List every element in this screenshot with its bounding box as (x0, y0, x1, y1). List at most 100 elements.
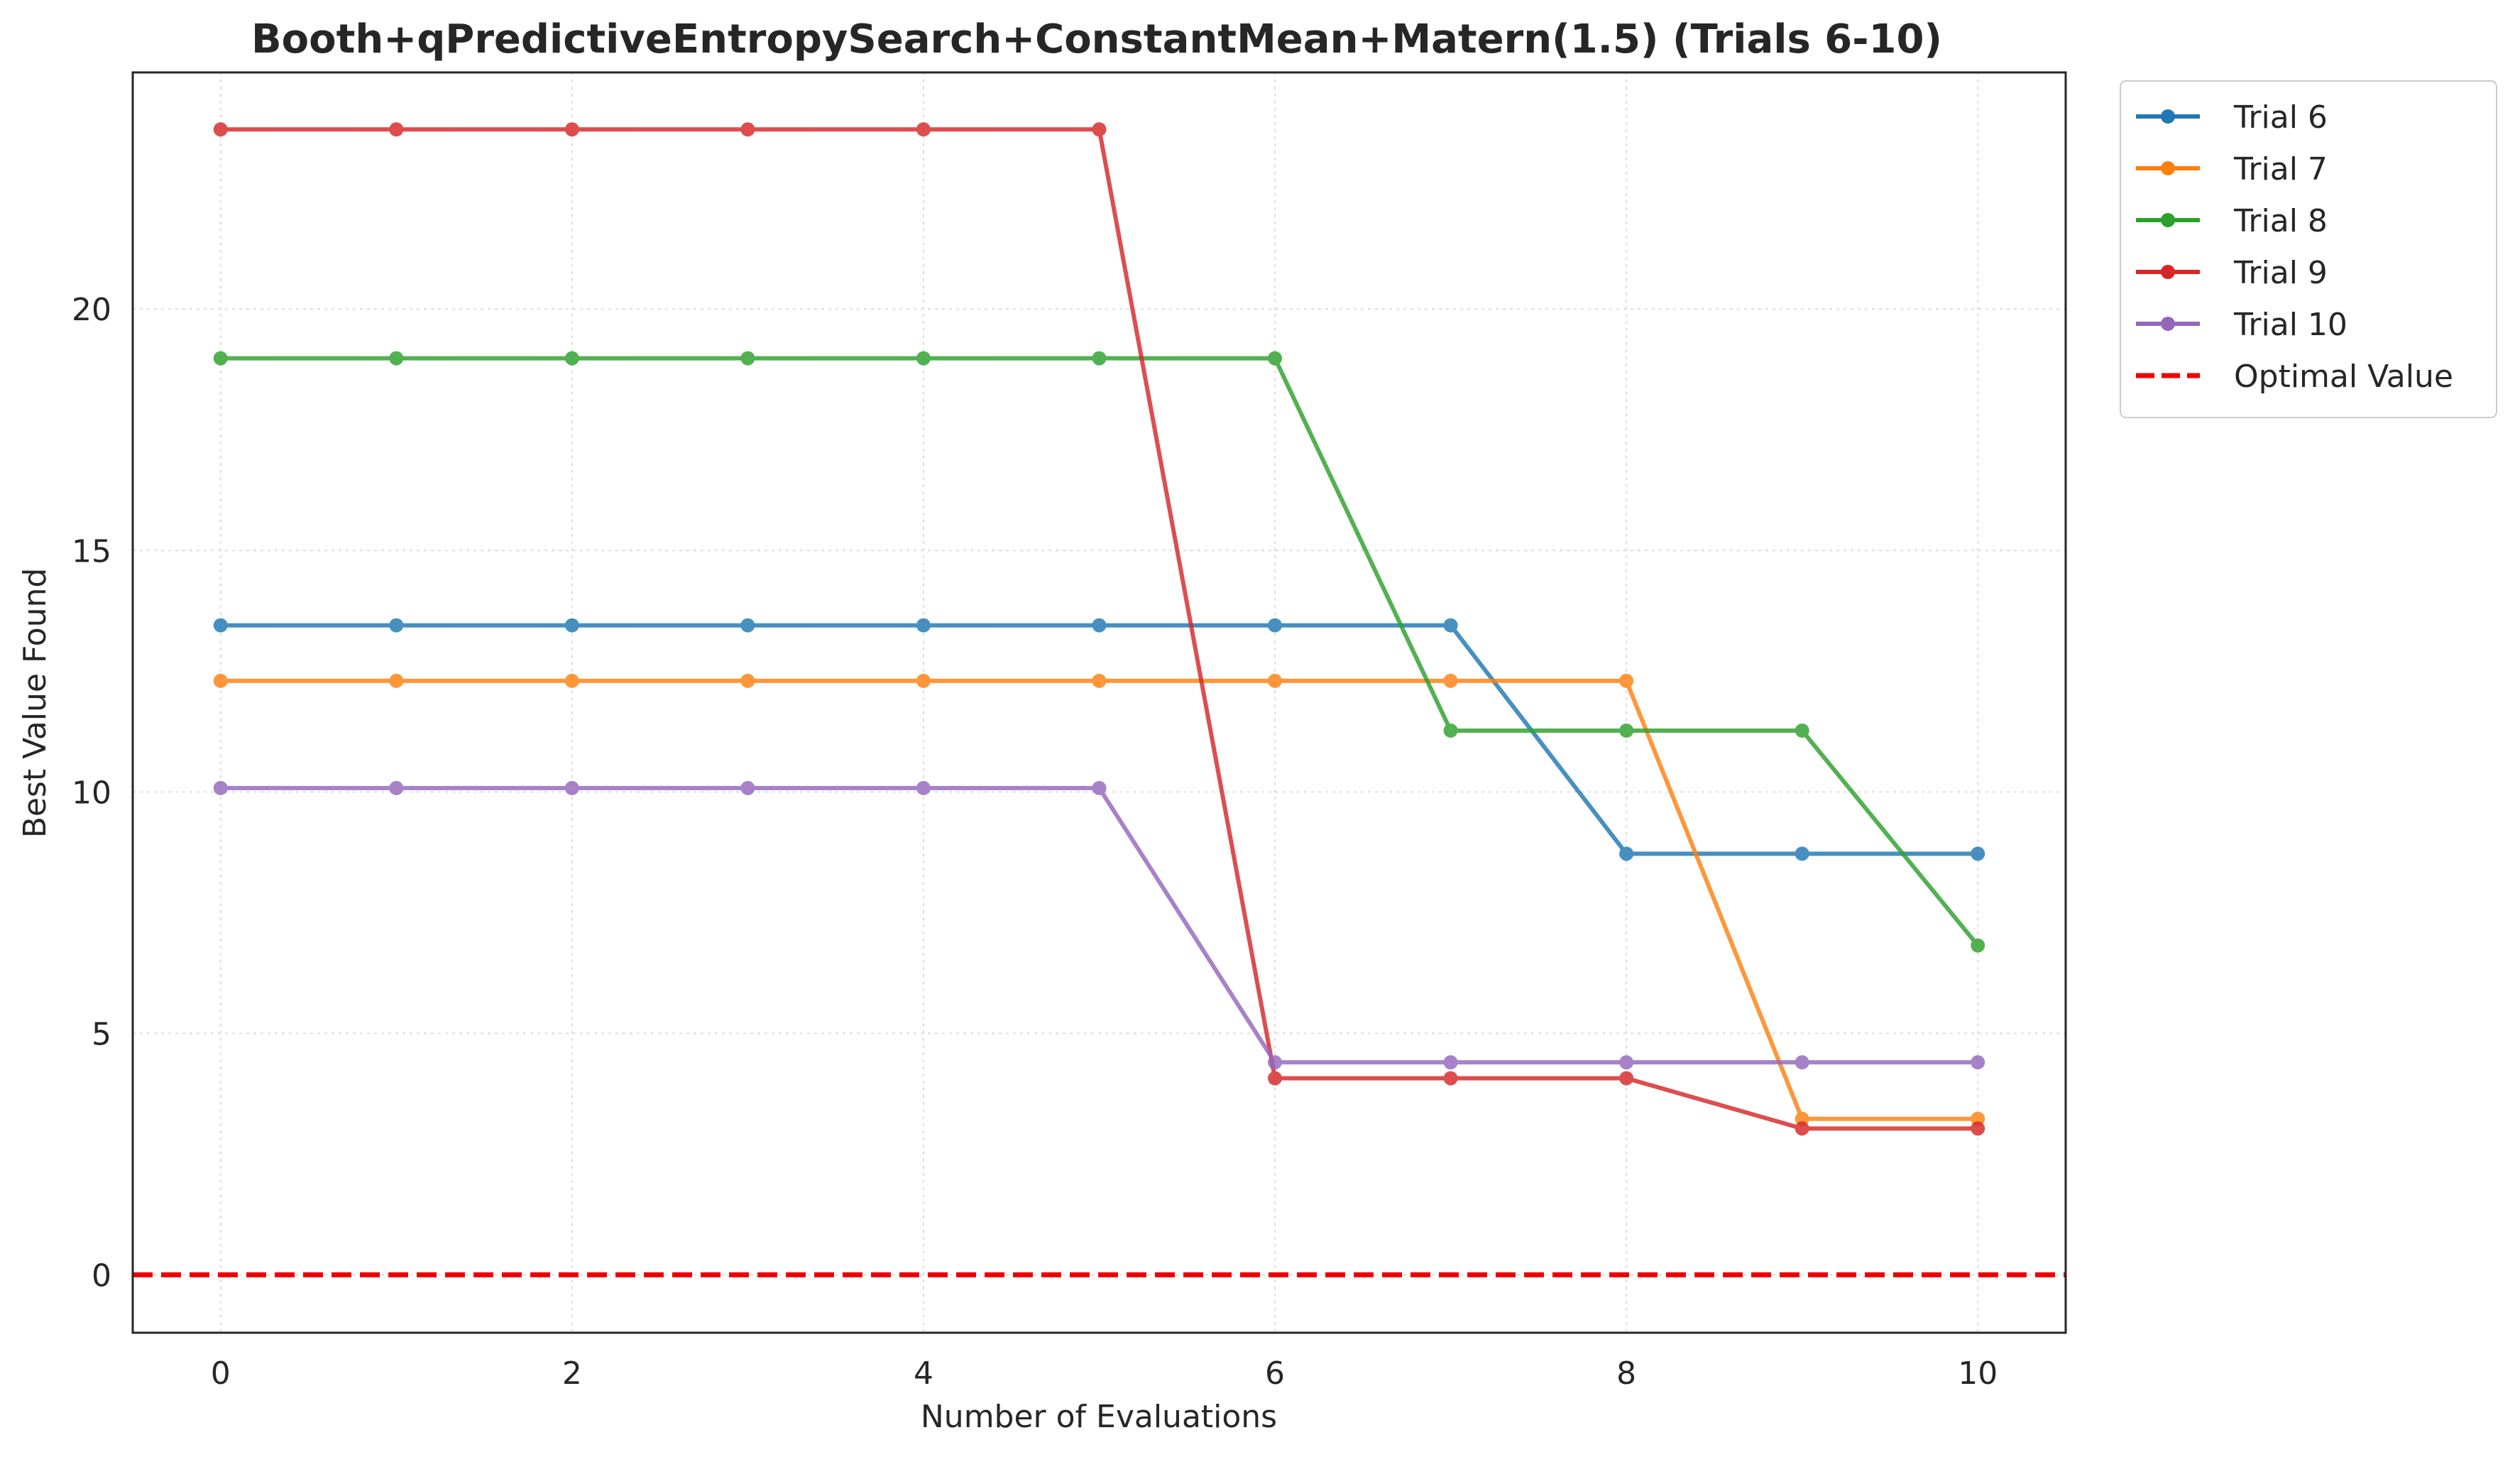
data-point (1092, 780, 1107, 795)
grid (133, 72, 2066, 1333)
legend-label: Trial 7 (2233, 151, 2328, 187)
data-point (1443, 1071, 1458, 1086)
series-trial-10 (213, 780, 1985, 1070)
data-point (1795, 1055, 1809, 1070)
legend-entry: Trial 8 (2136, 203, 2328, 239)
data-point (740, 122, 755, 137)
data-point (1971, 846, 1985, 861)
data-point (740, 673, 755, 688)
legend-entry: Trial 7 (2136, 151, 2328, 187)
data-point (1619, 1055, 1634, 1070)
data-point (389, 673, 404, 688)
legend-marker (2161, 161, 2175, 175)
data-point (1971, 938, 1985, 953)
x-axis-ticks: 0 2 4 6 8 10 (211, 1355, 1998, 1392)
series-line (220, 785, 1978, 1065)
data-point (564, 673, 579, 688)
series-trial-8 (213, 351, 1985, 953)
data-point (1092, 351, 1107, 366)
data-point (1443, 673, 1458, 688)
legend-entry: Trial 9 (2136, 255, 2328, 291)
x-tick-label: 2 (562, 1355, 582, 1392)
data-point (1268, 351, 1283, 366)
data-point (1092, 122, 1107, 137)
y-tick-label: 20 (72, 292, 111, 328)
y-tick-label: 15 (72, 533, 111, 569)
y-tick-label: 0 (92, 1257, 111, 1294)
legend-marker (2161, 213, 2175, 227)
legend: Trial 6 Trial 7 Trial 8 Trial 9 Trial 10 Opti… (2120, 80, 2497, 418)
data-point (916, 780, 931, 795)
data-point (740, 780, 755, 795)
x-tick-label: 10 (1958, 1355, 1998, 1392)
x-axis-label: Number of Evaluations (921, 1399, 1277, 1435)
data-point (916, 122, 931, 137)
series-line (220, 678, 1978, 1121)
data-point (564, 351, 579, 366)
data-point (1268, 1071, 1283, 1086)
data-point (389, 351, 404, 366)
legend-label: Trial 10 (2233, 307, 2348, 343)
data-point (916, 673, 931, 688)
data-point (740, 618, 755, 633)
data-point (1268, 1055, 1283, 1070)
data-point (213, 351, 228, 366)
data-point (213, 122, 228, 137)
data-point (213, 780, 228, 795)
data-point (213, 673, 228, 688)
y-tick-label: 10 (72, 775, 111, 811)
legend-entry: Optimal Value (2136, 359, 2453, 395)
legend-entry: Trial 6 (2136, 99, 2328, 136)
x-tick-label: 4 (914, 1355, 933, 1392)
data-point (1795, 846, 1809, 861)
data-point (1619, 723, 1634, 738)
data-point (1795, 1121, 1809, 1136)
y-axis-ticks: 0 5 10 15 20 (72, 292, 111, 1294)
series-trial-9 (213, 122, 1985, 1136)
data-point (564, 780, 579, 795)
series-line (220, 623, 1978, 856)
series-trial-6 (213, 618, 1985, 861)
data-point (916, 351, 931, 366)
data-point (1619, 1071, 1634, 1086)
x-tick-label: 6 (1265, 1355, 1285, 1392)
series-group (213, 122, 1985, 1136)
data-point (1443, 723, 1458, 738)
data-point (1268, 618, 1283, 633)
data-point (1092, 673, 1107, 688)
data-point (564, 122, 579, 137)
data-point (740, 351, 755, 366)
legend-label: Trial 6 (2233, 99, 2328, 136)
legend-marker (2161, 265, 2175, 279)
data-point (213, 618, 228, 633)
y-tick-label: 5 (92, 1016, 111, 1052)
legend-box (2120, 80, 2497, 418)
x-tick-label: 0 (211, 1355, 231, 1392)
data-point (1443, 1055, 1458, 1070)
chart-title: Booth+qPredictiveEntropySearch+ConstantM… (251, 16, 1942, 62)
y-axis-label: Best Value Found (17, 568, 53, 839)
data-point (564, 618, 579, 633)
legend-label: Optimal Value (2234, 359, 2453, 395)
plot-frame (131, 71, 2067, 1334)
legend-marker (2161, 109, 2175, 124)
data-point (1443, 618, 1458, 633)
data-point (1971, 1055, 1985, 1070)
series-line (220, 356, 1980, 947)
data-point (1971, 1121, 1985, 1136)
legend-marker (2161, 317, 2175, 331)
data-point (1619, 846, 1634, 861)
legend-label: Trial 8 (2233, 203, 2328, 239)
data-point (1619, 673, 1634, 688)
data-point (916, 618, 931, 633)
data-point (389, 122, 404, 137)
legend-entry: Trial 10 (2136, 307, 2348, 343)
data-point (1268, 673, 1283, 688)
x-tick-label: 8 (1616, 1355, 1636, 1392)
data-point (389, 780, 404, 795)
data-point (1795, 723, 1809, 738)
data-point (1092, 618, 1107, 633)
legend-label: Trial 9 (2233, 255, 2328, 291)
series-trial-7 (213, 673, 1985, 1126)
